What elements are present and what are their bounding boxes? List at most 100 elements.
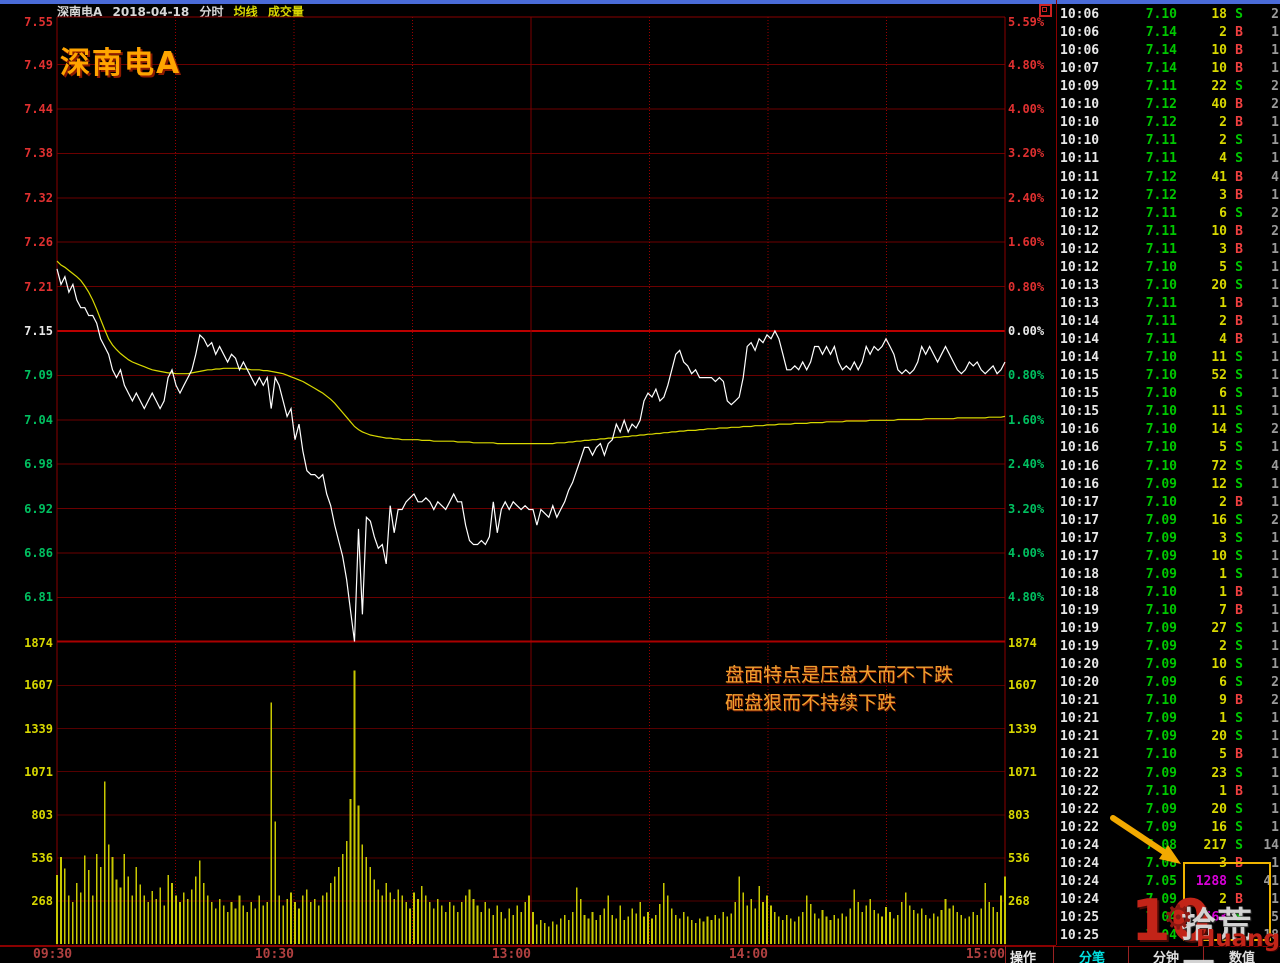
tick-row[interactable]: 10:18 7.10 1 B 1 (1057, 584, 1280, 602)
tick-row[interactable]: 10:06 7.10 18 S 2 (1057, 6, 1280, 24)
tab-tick-by-tick[interactable]: 分笔 (1078, 951, 1105, 963)
tick-row[interactable]: 10:24 7.05 1288 S 41 (1057, 873, 1280, 891)
tick-volume: 1288 (1195, 873, 1227, 889)
tick-direction-flag: B (1235, 61, 1243, 77)
bottom-bar-divider (1128, 946, 1129, 963)
tick-row[interactable]: 10:17 7.09 16 S 2 (1057, 512, 1280, 530)
tick-row[interactable]: 10:21 7.10 5 B 1 (1057, 746, 1280, 764)
tick-row[interactable]: 10:15 7.10 11 S 1 (1057, 403, 1280, 421)
tick-row[interactable]: 10:12 7.11 10 B 2 (1057, 223, 1280, 241)
tick-row[interactable]: 10:14 7.11 2 B 1 (1057, 313, 1280, 331)
window-restore-icon[interactable] (1039, 4, 1052, 17)
tick-row[interactable]: 10:17 7.09 10 S 1 (1057, 548, 1280, 566)
tick-count: 4 (1271, 458, 1279, 474)
tick-row[interactable]: 10:22 7.10 1 B 1 (1057, 783, 1280, 801)
tick-row[interactable]: 10:24 7.08 217 S 14 (1057, 837, 1280, 855)
tick-direction-flag: B (1235, 25, 1243, 41)
tick-row[interactable]: 10:17 7.09 3 S 1 (1057, 530, 1280, 548)
tick-row[interactable]: 10:06 7.14 2 B 1 (1057, 24, 1280, 42)
tick-volume: 1 (1219, 295, 1227, 311)
tick-price: 7.09 (1145, 711, 1177, 727)
tick-price: 7.14 (1145, 25, 1177, 41)
tick-row[interactable]: 10:11 7.12 41 B 4 (1057, 169, 1280, 187)
tick-row[interactable]: 10:21 7.09 20 S 1 (1057, 728, 1280, 746)
tick-time: 10:24 (1060, 837, 1100, 853)
tick-count: 1 (1271, 241, 1279, 257)
tick-row[interactable]: 10:11 7.11 4 S 1 (1057, 150, 1280, 168)
bottom-bar (0, 946, 1280, 963)
tick-row[interactable]: 10:10 7.12 2 B 1 (1057, 114, 1280, 132)
tick-row[interactable]: 10:25 7.04 663 S 5 (1057, 909, 1280, 927)
tick-time: 10:09 (1060, 79, 1100, 95)
tick-time: 10:06 (1060, 43, 1100, 59)
tick-row[interactable]: 10:19 7.09 27 S 1 (1057, 620, 1280, 638)
tick-row[interactable]: 10:12 7.10 5 S 1 (1057, 259, 1280, 277)
tick-direction-flag: B (1235, 169, 1243, 185)
tick-row[interactable]: 10:24 7.08 3 B 1 (1057, 855, 1280, 873)
tick-row[interactable]: 10:24 7.09 2 B 1 (1057, 891, 1280, 909)
tick-row[interactable]: 10:15 7.10 52 S 1 (1057, 367, 1280, 385)
tick-row[interactable]: 10:15 7.10 6 S 1 (1057, 385, 1280, 403)
tick-volume: 3 (1219, 241, 1227, 257)
tick-row[interactable]: 10:18 7.09 1 S 1 (1057, 566, 1280, 584)
tick-direction-flag: S (1235, 729, 1243, 745)
tick-row[interactable]: 10:14 7.11 4 B 1 (1057, 331, 1280, 349)
tick-row[interactable]: 10:16 7.09 12 S 1 (1057, 476, 1280, 494)
tick-trade-list[interactable]: 10:06 7.10 18 S 2 10:06 7.14 2 B 1 10:06 7.14 10 B 1 10… (1056, 0, 1280, 945)
tick-row[interactable]: 10:22 7.09 16 S 1 (1057, 819, 1280, 837)
tick-price: 7.04 (1145, 910, 1177, 925)
tick-row[interactable]: 10:21 7.10 9 B 2 (1057, 692, 1280, 710)
tick-row[interactable]: 10:13 7.11 1 B 1 (1057, 295, 1280, 313)
tick-time: 10:24 (1060, 873, 1100, 889)
tick-row[interactable]: 10:19 7.10 7 B 1 (1057, 602, 1280, 620)
tick-count: 1 (1271, 657, 1279, 673)
tick-row[interactable]: 10:21 7.09 1 S 1 (1057, 710, 1280, 728)
tick-row[interactable]: 10:07 7.14 10 B 1 (1057, 60, 1280, 78)
tick-volume: 3 (1219, 187, 1227, 203)
tick-volume: 6 (1219, 675, 1227, 691)
tick-price: 7.12 (1145, 115, 1177, 131)
tick-direction-flag: B (1235, 223, 1243, 239)
tick-direction-flag: B (1235, 295, 1243, 311)
tick-count: 41 (1263, 873, 1279, 889)
tick-row[interactable]: 10:20 7.09 6 S 2 (1057, 674, 1280, 692)
tick-price: 7.09 (1145, 639, 1177, 655)
tick-row[interactable]: 10:22 7.09 23 S 1 (1057, 765, 1280, 783)
tick-row[interactable]: 10:12 7.11 3 B 1 (1057, 241, 1280, 259)
tick-row[interactable]: 10:10 7.12 40 B 2 (1057, 96, 1280, 114)
tick-count: 1 (1271, 368, 1279, 384)
tick-row[interactable]: 10:06 7.14 10 B 1 (1057, 42, 1280, 60)
tick-row[interactable]: 10:20 7.09 10 S 1 (1057, 656, 1280, 674)
tab-values[interactable]: 数值 (1228, 951, 1255, 963)
tick-row[interactable]: 10:16 7.10 14 S 2 (1057, 421, 1280, 439)
tick-time: 10:19 (1060, 621, 1100, 637)
tick-row[interactable]: 10:09 7.11 22 S 2 (1057, 78, 1280, 96)
tick-time: 10:19 (1060, 639, 1100, 655)
tick-count: 1 (1271, 404, 1279, 420)
tick-row[interactable]: 10:22 7.09 20 S 1 (1057, 801, 1280, 819)
tick-row[interactable]: 10:17 7.10 2 B 1 (1057, 494, 1280, 512)
action-button[interactable]: 操作 (1010, 951, 1037, 963)
tick-row[interactable]: 10:16 7.10 5 S 1 (1057, 439, 1280, 457)
tick-row[interactable]: 10:19 7.09 2 S 1 (1057, 638, 1280, 656)
tick-row[interactable]: 10:14 7.10 11 S 1 (1057, 349, 1280, 367)
tick-time: 10:25 (1060, 910, 1100, 925)
tick-price: 7.10 (1145, 783, 1177, 799)
tick-volume: 663 (1203, 910, 1227, 925)
tick-row[interactable]: 10:12 7.12 3 B 1 (1057, 187, 1280, 205)
tab-minute[interactable]: 分钟 (1152, 951, 1179, 963)
volume-axis-label: 803 (31, 807, 53, 822)
tick-row[interactable]: 10:12 7.11 6 S 2 (1057, 205, 1280, 223)
tick-time: 10:22 (1060, 819, 1100, 835)
tick-row[interactable]: 10:10 7.11 2 S 1 (1057, 132, 1280, 150)
tick-volume: 6 (1219, 386, 1227, 402)
tick-price: 7.11 (1145, 133, 1177, 149)
tick-row[interactable]: 10:13 7.10 20 S 1 (1057, 277, 1280, 295)
tick-volume: 2 (1219, 639, 1227, 655)
tick-time: 10:17 (1060, 548, 1100, 564)
pct-axis-label: 4.80% (1008, 590, 1045, 605)
tick-count: 1 (1271, 494, 1279, 510)
tick-price: 7.09 (1145, 657, 1177, 673)
tick-volume: 18 (1211, 7, 1227, 22)
tick-row[interactable]: 10:16 7.10 72 S 4 (1057, 458, 1280, 476)
